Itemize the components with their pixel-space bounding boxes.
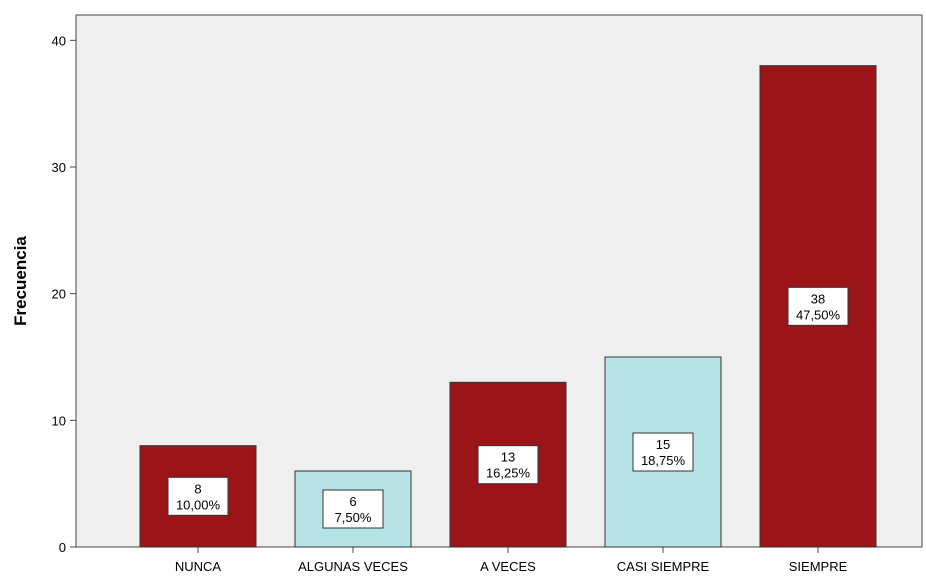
data-label-count-2: 13 (501, 450, 515, 465)
x-tick-label-4: SIEMPRE (789, 559, 848, 574)
data-label-percent-1: 7,50% (335, 510, 372, 525)
y-tick-label-3: 30 (52, 160, 66, 175)
data-label-percent-4: 47,50% (796, 307, 841, 322)
data-label-box-1 (322, 489, 384, 529)
data-label-count-0: 8 (194, 481, 201, 496)
data-label-count-3: 15 (656, 437, 670, 452)
data-label-box-4 (787, 286, 849, 326)
y-tick-label-4: 40 (52, 33, 66, 48)
x-tick-label-0: NUNCA (175, 559, 222, 574)
data-label-box-2 (477, 445, 539, 485)
y-tick-label-0: 0 (59, 540, 66, 555)
data-label-count-4: 38 (811, 291, 825, 306)
y-axis-label: Frecuencia (11, 236, 30, 326)
x-tick-label-2: A VECES (480, 559, 536, 574)
data-label-box-0 (167, 476, 229, 516)
x-tick-label-3: CASI SIEMPRE (617, 559, 710, 574)
data-label-percent-3: 18,75% (641, 453, 686, 468)
y-tick-label-2: 20 (52, 287, 66, 302)
data-label-box-3 (632, 432, 694, 472)
data-label-percent-2: 16,25% (486, 466, 531, 481)
y-tick-label-1: 10 (52, 413, 66, 428)
x-tick-label-1: ALGUNAS VECES (298, 559, 408, 574)
x-axis: NUNCA ALGUNAS VECES A VECES CASI SIEMPRE SIE… (175, 547, 848, 574)
data-label-count-1: 6 (349, 494, 356, 509)
data-label-percent-0: 10,00% (176, 497, 221, 512)
y-axis: 0 10 20 30 40 (52, 33, 76, 555)
